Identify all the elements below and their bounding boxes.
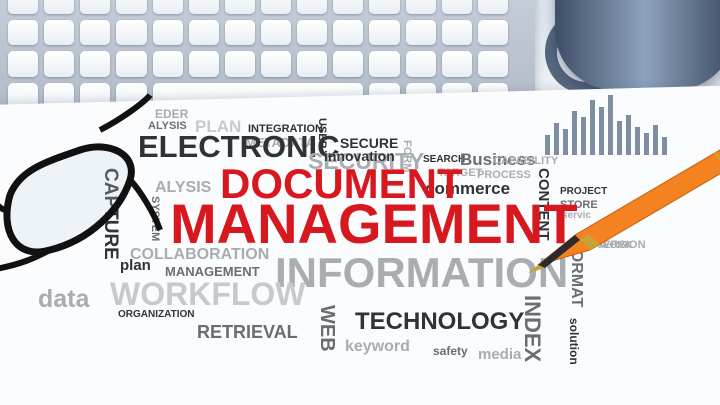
word-business: Business xyxy=(460,150,536,169)
word-retrieval: RETRIEVAL xyxy=(197,322,298,342)
word-target: TARGET xyxy=(438,167,483,179)
word-solution: solution xyxy=(567,318,581,365)
word-plan-mid: plan xyxy=(120,257,151,274)
word-information: INFORMATION xyxy=(275,249,569,296)
word-metadata: METADATA xyxy=(245,135,316,150)
word-document: DOCUMENT xyxy=(220,160,463,207)
word-project: PROJECT xyxy=(560,186,608,197)
word-store: STORE xyxy=(560,199,598,211)
word-management-small: MANAGEMENT xyxy=(165,264,260,279)
word-version: VERSION xyxy=(596,239,646,251)
coffee-mug xyxy=(555,0,720,90)
word-analysis2: ALYSIS xyxy=(155,179,212,196)
word-web: WEB xyxy=(316,305,338,352)
word-work: WORK xyxy=(600,240,632,251)
word-media: media xyxy=(478,346,522,363)
word-keyword: keyword xyxy=(345,338,410,355)
word-collaboration: COLLABORATION xyxy=(130,246,270,263)
word-leader: EDER xyxy=(155,107,189,121)
word-innovation: innovation xyxy=(324,148,395,164)
word-capability: CAPABILITY xyxy=(493,155,559,167)
word-process: PROCESS xyxy=(477,169,531,181)
word-service: servic xyxy=(562,210,591,221)
word-analysis: ALYSIS xyxy=(148,120,187,132)
word-commerce: commerce xyxy=(425,179,511,198)
word-search: SEARCH xyxy=(423,154,466,165)
word-workflow: WORKFLOW xyxy=(110,276,306,312)
word-electronic: ELECTRONIC xyxy=(138,129,340,164)
word-plan-top: PLAN xyxy=(195,117,242,136)
word-organization: ORGANIZATION xyxy=(118,309,195,320)
eyeglasses xyxy=(0,93,163,272)
background-bar-chart xyxy=(540,90,710,155)
word-technology: TECHNOLOGY xyxy=(355,308,525,335)
word-security: SECURITY xyxy=(308,148,425,174)
word-data: data xyxy=(38,285,90,313)
word-management: MANAGEMENT xyxy=(170,192,578,255)
word-integration: INTEGRATION xyxy=(248,123,323,135)
word-secure: SECURE xyxy=(340,135,399,151)
fountain-pen xyxy=(528,149,720,273)
word-safety: safety xyxy=(433,344,468,358)
